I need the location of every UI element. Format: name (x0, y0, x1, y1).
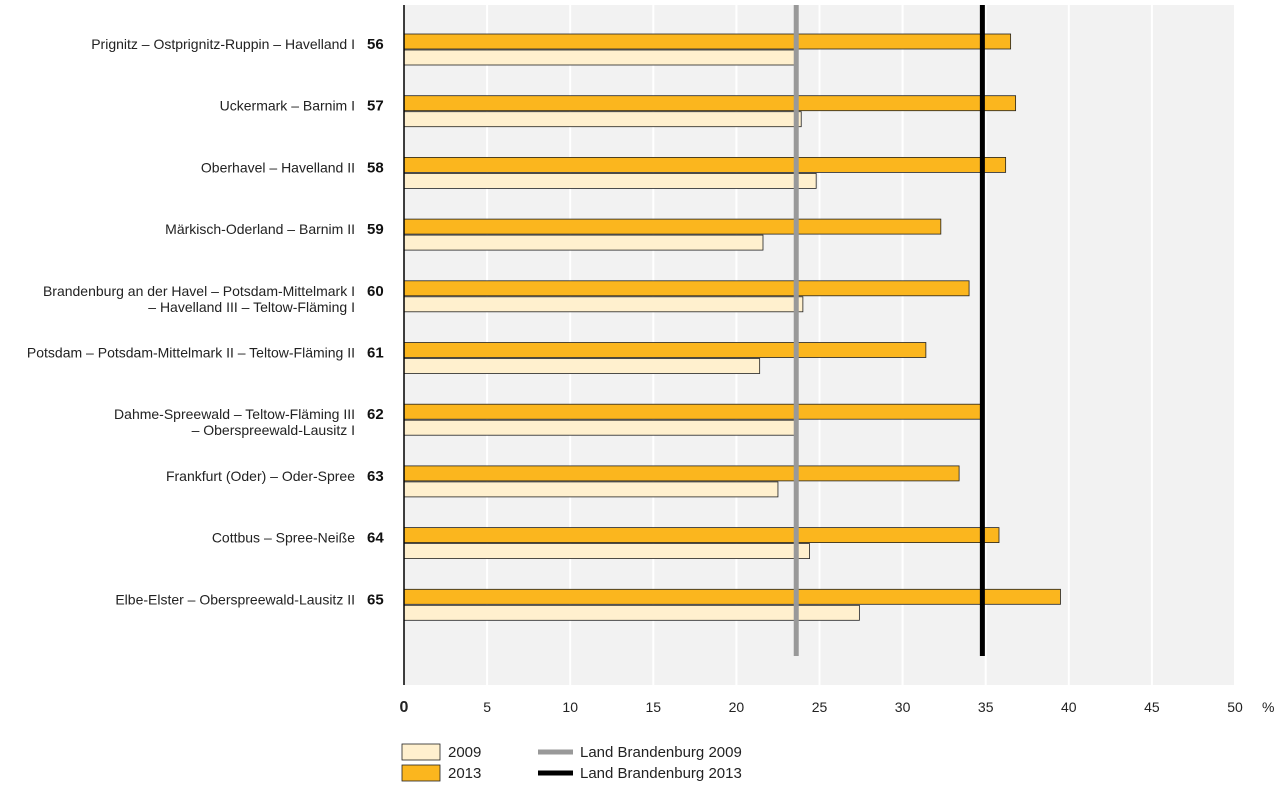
bar-2009 (403, 234, 764, 251)
legend-swatch (401, 764, 441, 782)
x-tick-label: 45 (1144, 699, 1160, 715)
legend-label: Land Brandenburg 2013 (580, 765, 742, 782)
bar-2013 (403, 280, 970, 297)
category-label: Brandenburg an der Havel – Potsdam-Mitte… (43, 283, 355, 299)
bars (403, 33, 1061, 621)
category-label: – Havelland III – Teltow-Fläming I (148, 299, 355, 315)
bar-2009 (403, 481, 779, 498)
bar-2009 (403, 419, 797, 436)
x-tick-label: 20 (729, 699, 745, 715)
bar-2013 (403, 342, 927, 358)
bar-2009 (403, 543, 810, 559)
constituency-number: 61 (367, 345, 384, 362)
constituency-number: 57 (367, 98, 384, 115)
x-tick-label: 35 (978, 699, 994, 715)
bar-2009 (403, 49, 795, 66)
category-label: – Oberspreewald-Lausitz I (192, 422, 355, 438)
category-label: Cottbus – Spree-Neiße (212, 530, 355, 546)
x-tick-label: 50 (1227, 699, 1243, 715)
constituency-number: 56 (367, 36, 384, 53)
constituency-number: 60 (367, 283, 384, 300)
bar-2009 (403, 111, 802, 128)
category-labels: Prignitz – Ostprignitz-Ruppin – Havellan… (27, 36, 384, 608)
legend-swatch (401, 743, 441, 761)
reference-lines (793, 5, 985, 656)
bar-2013 (403, 33, 1012, 50)
bar-2013 (403, 156, 1007, 173)
x-tick-label: 10 (562, 699, 578, 715)
category-label: Potsdam – Potsdam-Mittelmark II – Teltow… (27, 345, 355, 361)
bar-2009 (403, 296, 804, 313)
legend-label: Land Brandenburg 2009 (580, 744, 742, 761)
constituency-number: 63 (367, 468, 384, 485)
constituency-number: 58 (367, 159, 384, 176)
constituency-number: 62 (367, 406, 384, 423)
bar-2013 (403, 218, 942, 235)
legend-label: 2013 (448, 765, 481, 782)
category-label: Märkisch-Oderland – Barnim II (165, 221, 355, 237)
bar-2009 (403, 172, 817, 189)
category-label: Prignitz – Ostprignitz-Ruppin – Havellan… (91, 36, 355, 52)
x-tick-label: 5 (483, 699, 491, 715)
category-label: Elbe-Elster – Oberspreewald-Lausitz II (115, 591, 355, 607)
x-tick-label: 15 (646, 699, 662, 715)
legend: 2009 2013 Land Brandenburg 2009 Land Brande… (401, 743, 742, 782)
x-tick-label: 30 (895, 699, 911, 715)
x-tick-label: 0 (400, 699, 409, 716)
legend-label: 2009 (448, 744, 481, 761)
x-tick-label: 40 (1061, 699, 1077, 715)
category-label: Frankfurt (Oder) – Oder-Spree (166, 468, 355, 484)
bar-2009 (403, 358, 761, 374)
constituency-number: 59 (367, 221, 384, 238)
bar-2013 (403, 465, 960, 482)
bar-2009 (403, 604, 860, 621)
bar-2013 (403, 527, 1000, 543)
category-label: Uckermark – Barnim I (220, 98, 355, 114)
x-axis-unit: % (1262, 699, 1274, 715)
category-label: Oberhavel – Havelland II (201, 159, 355, 175)
constituency-number: 65 (367, 591, 384, 608)
bar-2013 (403, 95, 1017, 112)
x-axis-ticks: 0 5 10 15 20 25 30 35 40 45 50 (400, 699, 1243, 716)
bar-2013 (403, 588, 1061, 605)
bar-2013 (403, 403, 982, 420)
constituency-number: 64 (367, 530, 384, 547)
category-label: Dahme-Spreewald – Teltow-Fläming III (114, 406, 355, 422)
x-tick-label: 25 (812, 699, 828, 715)
